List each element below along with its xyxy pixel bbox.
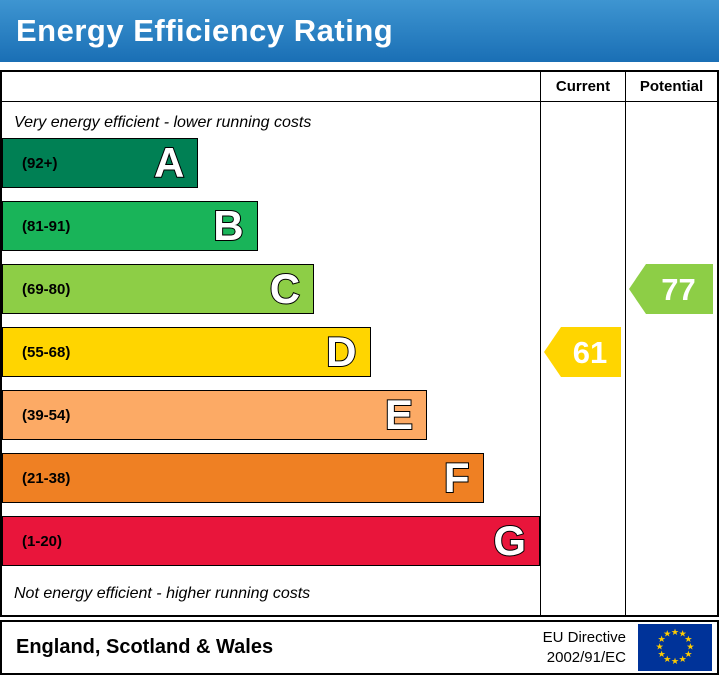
- eu-flag-icon: ★ ★ ★ ★ ★ ★ ★ ★ ★ ★ ★ ★: [638, 624, 712, 671]
- band-bar-e: (39-54) E: [2, 390, 428, 440]
- band-bar-c: (69-80) C: [2, 264, 315, 314]
- band-range-label: (55-68): [22, 343, 71, 361]
- title-banner: Energy Efficiency Rating: [0, 0, 719, 62]
- rating-table: Current Potential Very energy efficient …: [0, 70, 719, 617]
- band-bar-g: (1-20) G: [2, 516, 540, 566]
- band-range-label: (69-80): [22, 280, 71, 298]
- eu-flag-star: ★: [671, 628, 679, 638]
- band-letter: C: [269, 265, 301, 312]
- band-bar-d: (55-68) D: [2, 327, 371, 377]
- eu-flag-svg: ★ ★★★★★★★★★★★: [638, 624, 712, 671]
- eu-flag-star: ★: [684, 635, 692, 645]
- eu-flag-star: ★: [686, 643, 694, 653]
- band-row-d: (55-68) D: [2, 327, 540, 377]
- band-row-f: (21-38) F: [2, 453, 540, 503]
- eu-flag-star: ★: [655, 643, 663, 653]
- band-bar-a: (92+) A: [2, 138, 199, 188]
- current-rating-pointer: 61: [544, 327, 621, 377]
- top-annotation: Very energy efficient - lower running co…: [14, 114, 312, 131]
- band-range-label: (21-38): [22, 469, 71, 487]
- eu-flag-star: ★: [663, 655, 671, 665]
- eu-flag-star: ★: [679, 630, 687, 640]
- bands-area: Very energy efficient - lower running co…: [2, 102, 540, 615]
- band-row-a: (92+) A: [2, 138, 540, 188]
- band-bar-f: (21-38) F: [2, 453, 484, 503]
- potential-rating-pointer: 77: [629, 264, 713, 314]
- band-letter: A: [153, 139, 185, 186]
- table-header-spacer: [2, 72, 540, 102]
- band-row-c: (69-80) C: [2, 264, 540, 314]
- column-header-potential: Potential: [625, 72, 717, 102]
- region-label: England, Scotland & Wales: [16, 636, 274, 658]
- eu-directive-line1: EU Directive: [542, 629, 626, 646]
- eu-directive-label: EU Directive 2002/91/EC: [543, 628, 626, 667]
- eu-flag-star: ★: [663, 630, 671, 640]
- eu-flag-star: ★: [657, 650, 665, 660]
- potential-rating-value: 77: [661, 271, 696, 307]
- eu-flag-star: ★: [679, 655, 687, 665]
- band-range-label: (1-20): [22, 532, 63, 550]
- eu-flag-star: ★: [657, 635, 665, 645]
- footer: England, Scotland & Wales EU Directive 2…: [0, 620, 719, 675]
- band-range-label: (81-91): [22, 217, 71, 235]
- band-range-label: (92+): [22, 154, 58, 172]
- band-letter: G: [492, 517, 527, 564]
- eu-flag-star: ★: [671, 657, 679, 667]
- current-column: 61: [540, 102, 625, 615]
- potential-column: 77: [625, 102, 717, 615]
- eu-flag-star: ★: [684, 650, 692, 660]
- band-letter: D: [325, 328, 357, 375]
- page-title: Energy Efficiency Rating: [16, 13, 394, 48]
- eu-flag-field: [638, 624, 712, 671]
- band-range-label: (39-54): [22, 406, 71, 424]
- eu-directive-line2: 2002/91/EC: [546, 648, 626, 666]
- band-row-e: (39-54) E: [2, 390, 540, 440]
- band-letter: F: [443, 454, 471, 501]
- band-bar-b: (81-91) B: [2, 201, 258, 251]
- band-letter: E: [384, 391, 414, 438]
- current-rating-value: 61: [572, 334, 608, 370]
- bottom-annotation: Not energy efficient - higher running co…: [14, 585, 311, 602]
- band-letter: B: [212, 202, 244, 249]
- column-header-current: Current: [540, 72, 625, 102]
- band-row-b: (81-91) B: [2, 201, 540, 251]
- band-row-g: (1-20) G: [2, 516, 540, 566]
